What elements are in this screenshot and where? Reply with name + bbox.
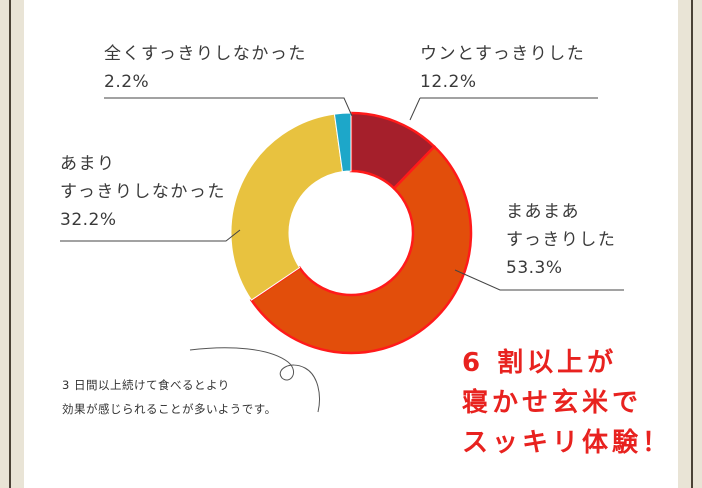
- headline-line3: スッキリ体験！: [462, 428, 673, 458]
- leader-line-zentaku: [104, 97, 353, 117]
- content-panel: [24, 0, 678, 488]
- footnote-line2: 効果が感じられることが多いようです。: [62, 402, 277, 416]
- label-amari-line2: すっきりしなかった: [60, 182, 226, 202]
- label-amari: あまり すっきりしなかった 32.2%: [60, 150, 226, 234]
- slice-zentaku: [333, 112, 352, 173]
- label-unto-value: 12.2%: [420, 72, 477, 92]
- frame-border-left: [9, 0, 11, 488]
- donut-slices: [230, 111, 473, 355]
- label-zentaku-value: 2.2%: [104, 72, 150, 92]
- label-unto-text: ウンとすっきりした: [420, 44, 586, 64]
- label-zentaku-text: 全くすっきりしなかった: [104, 44, 307, 64]
- leader-line-maamaa: [454, 269, 624, 291]
- label-zentaku: 全くすっきりしなかった 2.2%: [104, 40, 307, 96]
- frame-border-right: [691, 0, 693, 488]
- footnote: 3 日間以上続けて食べるとより 効果が感じられることが多いようです。: [62, 373, 277, 421]
- label-unto: ウンとすっきりした 12.2%: [420, 40, 585, 96]
- headline: 6 割以上が 寝かせ玄米で スッキリ体験！: [462, 343, 672, 463]
- label-maamaa-line1: まあまあ: [506, 202, 580, 222]
- label-amari-value: 32.2%: [60, 210, 117, 230]
- label-amari-line1: あまり: [60, 154, 116, 174]
- leader-lines: [60, 97, 624, 291]
- headline-line2: 寝かせ玄米で: [462, 388, 643, 418]
- label-maamaa-line2: すっきりした: [506, 230, 617, 250]
- leader-line-amari: [60, 229, 241, 242]
- leader-line-unto-connector: [409, 97, 421, 121]
- label-maamaa: まあまあ すっきりした 53.3%: [506, 198, 616, 282]
- footnote-line1: 3 日間以上続けて食べるとより: [62, 378, 230, 392]
- slice-amari: [230, 113, 344, 301]
- label-maamaa-value: 53.3%: [506, 258, 563, 278]
- slice-maamaa: [249, 144, 473, 355]
- decorative-swirl: [189, 347, 320, 413]
- headline-line1: 6 割以上が: [462, 348, 618, 378]
